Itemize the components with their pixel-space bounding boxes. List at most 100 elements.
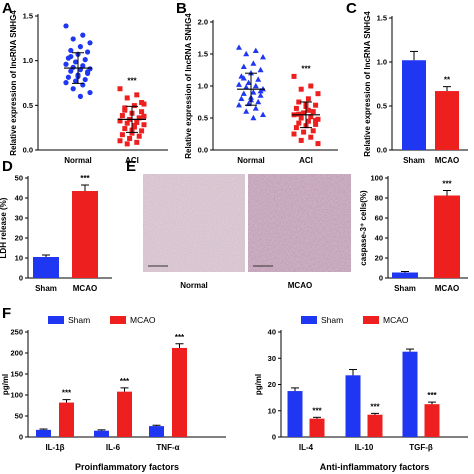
data-point [291, 131, 297, 137]
y-tick-label: 0 [272, 433, 276, 442]
data-point [296, 111, 302, 117]
bar-sham [33, 257, 59, 278]
bar-mcao [434, 195, 460, 278]
data-point [308, 83, 314, 89]
data-point [243, 108, 250, 114]
data-point [134, 119, 140, 125]
data-point [313, 118, 319, 124]
y-tick-label: 1.5 [377, 14, 387, 23]
y-tick-label: 20 [375, 254, 383, 263]
data-point [250, 89, 257, 95]
data-point [296, 120, 302, 126]
legend-label-sham: Sham [321, 315, 343, 325]
panel-label-b: B [176, 0, 187, 17]
legend-swatch-sham [301, 316, 317, 324]
y-tick-label: 80 [375, 194, 383, 203]
data-point [293, 105, 299, 111]
x-tick-label: MCAO [73, 284, 97, 293]
x-tick-label: Sham [35, 284, 57, 293]
y-tick-label: 50 [15, 174, 23, 183]
data-point [255, 98, 262, 105]
plots-layer: 0.0 0.5 1.0 1.5 Relative expression of lncRN… [0, 10, 468, 472]
legend-swatch-sham [48, 316, 64, 324]
y-tick-label: 10 [268, 406, 276, 415]
data-point [310, 109, 316, 115]
x-tick-label: Normal [237, 156, 265, 165]
y-axis-label: Relative expression of lncRNA SNHG4 [184, 13, 193, 159]
data-point [260, 111, 266, 117]
y-tick-label: 0.0 [377, 146, 387, 155]
data-point [141, 113, 147, 119]
panel-label-a: A [2, 0, 13, 17]
bar-mcao [367, 414, 383, 437]
data-point [240, 63, 247, 69]
data-point [82, 76, 88, 83]
data-point [141, 122, 147, 128]
y-tick-label: 250 [10, 328, 23, 337]
data-point [70, 86, 76, 92]
y-tick-label: 0.5 [198, 114, 208, 123]
data-point [124, 95, 130, 101]
legend-label-mcao: MCAO [383, 315, 409, 325]
data-point [65, 74, 71, 80]
data-point [85, 49, 91, 55]
data-point [85, 69, 91, 75]
data-point [252, 82, 259, 89]
data-point [305, 118, 311, 124]
bar-sham [402, 60, 426, 150]
data-point [296, 99, 302, 105]
significance-label: *** [62, 389, 72, 398]
data-point [240, 75, 247, 81]
data-point [301, 110, 307, 116]
data-point [80, 32, 86, 38]
y-tick-label: 1.0 [198, 82, 208, 91]
image-label-normal: Normal [180, 281, 208, 290]
data-point [308, 134, 314, 140]
legend-swatch-mcao [363, 316, 379, 324]
panel-label-d: D [2, 158, 13, 175]
significance-label: *** [120, 377, 130, 386]
bar-mcao [117, 391, 132, 437]
data-point [136, 115, 142, 121]
data-point [305, 107, 311, 113]
data-point [124, 120, 130, 126]
data-point [127, 136, 133, 142]
histology-image-normal [143, 174, 245, 272]
y-tick-label: 1.5 [23, 12, 33, 21]
data-point [122, 107, 128, 113]
y-tick-label: 50 [15, 412, 23, 421]
y-tick-label: 20 [268, 380, 276, 389]
panel-label-e: E [126, 158, 136, 175]
x-tick-label: Sham [403, 156, 425, 165]
significance-label: *** [312, 406, 322, 415]
data-point [139, 109, 145, 115]
data-point [68, 53, 74, 60]
bar-mcao [309, 418, 325, 437]
data-point [313, 102, 319, 108]
data-point [236, 81, 242, 87]
data-point [291, 73, 297, 79]
data-point [240, 90, 247, 96]
data-point [298, 86, 304, 92]
data-point [293, 125, 299, 131]
panel-label-f: F [2, 305, 11, 322]
image-label-mcao: MCAO [288, 281, 312, 290]
significance-label: *** [175, 333, 185, 342]
data-point [82, 57, 88, 63]
data-point [245, 79, 252, 85]
data-point [73, 78, 79, 84]
data-point [119, 113, 125, 119]
data-point [310, 128, 316, 134]
y-axis-label: Relative expression of lncRNA SNHG4 [363, 11, 372, 157]
x-tick-label: Sham [394, 284, 416, 293]
data-point [80, 63, 86, 69]
data-point [252, 47, 259, 53]
y-tick-label: 0.0 [23, 146, 33, 155]
y-tick-label: 20 [15, 234, 23, 243]
data-point [305, 96, 311, 102]
x-tick-label: IL-6 [106, 443, 121, 452]
y-tick-label: 40 [15, 194, 23, 203]
data-point [134, 139, 140, 145]
grouped-bar-chart-f1: 0 50 100 150 200 250 pg/ml *** IL-1β *** IL-6 *** TN… [1, 315, 226, 472]
